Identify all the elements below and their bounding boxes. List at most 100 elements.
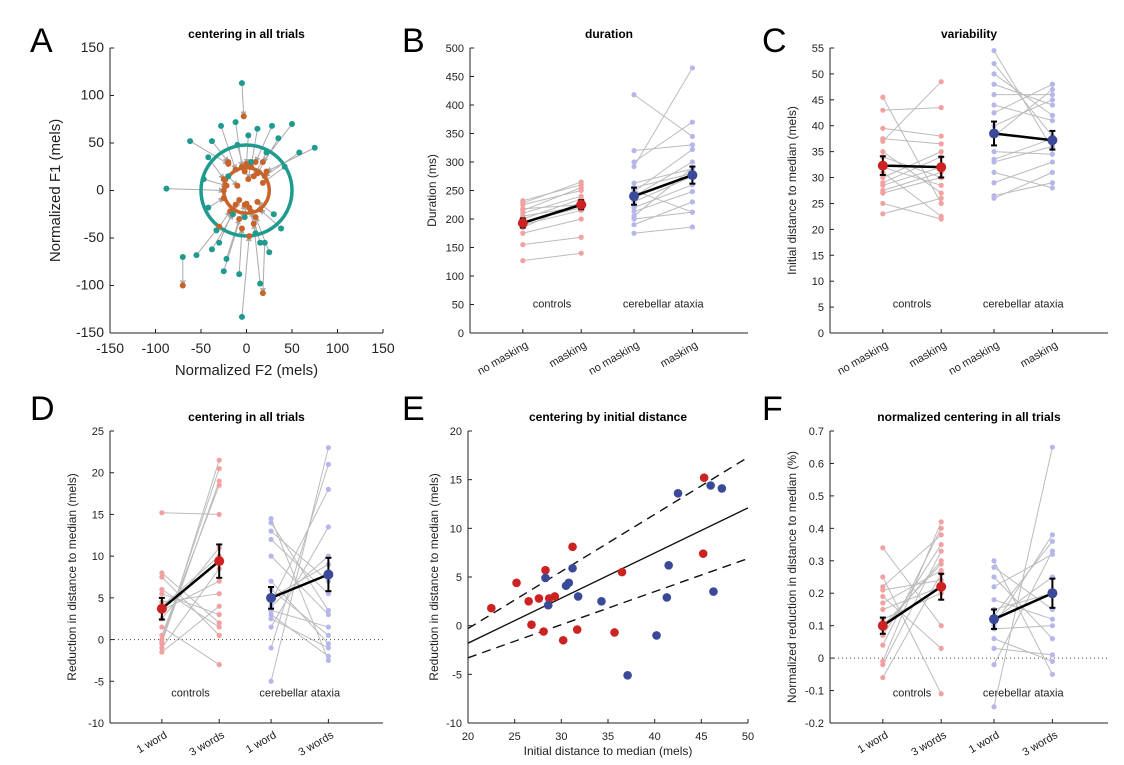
subject-point bbox=[159, 649, 165, 655]
subject-line bbox=[993, 576, 1053, 639]
panel-letter: D bbox=[30, 390, 55, 428]
subject-line bbox=[522, 184, 582, 202]
mean-point bbox=[156, 603, 167, 614]
ataxia-point bbox=[709, 587, 718, 596]
y-tick-label: 45 bbox=[812, 95, 824, 107]
regression-line bbox=[467, 507, 749, 644]
initial-point bbox=[223, 255, 230, 262]
subject-point bbox=[689, 133, 696, 139]
x-tick-label: 150 bbox=[371, 340, 395, 356]
subject-line bbox=[633, 175, 693, 203]
y-tick-label: 400 bbox=[446, 100, 464, 112]
subject-line bbox=[161, 576, 220, 636]
subject-line bbox=[993, 625, 1053, 630]
subject-line bbox=[882, 521, 942, 662]
mean-line bbox=[993, 132, 1053, 142]
controls-point bbox=[572, 625, 582, 634]
mean-point bbox=[687, 170, 698, 181]
initial-point bbox=[225, 173, 232, 180]
y-tick-label: 25 bbox=[812, 198, 824, 210]
subject-line bbox=[993, 182, 1053, 197]
controls-point bbox=[699, 473, 709, 483]
subject-point bbox=[689, 146, 696, 153]
subject-line bbox=[882, 177, 942, 194]
final-point bbox=[248, 163, 255, 170]
y-tick-label: 5 bbox=[98, 593, 104, 605]
subject-line bbox=[161, 547, 220, 620]
subject-line bbox=[993, 104, 1053, 122]
subject-point bbox=[1049, 532, 1055, 538]
subject-point bbox=[991, 193, 997, 199]
y-tick-label: 0 bbox=[98, 635, 104, 647]
initial-point bbox=[232, 119, 239, 126]
initial-point bbox=[238, 80, 245, 87]
subject-point bbox=[631, 230, 637, 236]
subject-point bbox=[938, 623, 944, 629]
subject-point bbox=[938, 645, 944, 651]
mean-line bbox=[633, 173, 693, 198]
subject-line bbox=[993, 566, 1053, 610]
ataxia-point bbox=[541, 573, 550, 583]
y-tick-label: 50 bbox=[88, 134, 104, 150]
initial-point bbox=[238, 313, 245, 320]
subject-line bbox=[270, 518, 329, 661]
subject-point bbox=[938, 195, 944, 201]
initial-point bbox=[261, 239, 268, 246]
subject-point bbox=[268, 611, 274, 618]
final-point bbox=[220, 176, 227, 183]
ataxia-point bbox=[673, 488, 683, 498]
panel-letter: B bbox=[402, 22, 425, 60]
x-tick-label: 50 bbox=[284, 340, 300, 356]
group-label-controls: controls bbox=[893, 688, 932, 700]
subject-point bbox=[880, 94, 886, 100]
y-axis-label: Reduction in distance to median (mels) bbox=[427, 473, 441, 680]
subject-point bbox=[880, 180, 886, 186]
final-point bbox=[243, 160, 250, 167]
x-tick-label: 25 bbox=[509, 731, 521, 743]
mean-point bbox=[989, 128, 1000, 139]
subject-line bbox=[633, 184, 693, 209]
subject-point bbox=[268, 553, 274, 559]
y-tick-label: 10 bbox=[450, 523, 462, 535]
trial-arrow bbox=[254, 125, 273, 163]
subject-line bbox=[161, 580, 220, 611]
subject-point bbox=[325, 486, 331, 492]
y-tick-label: 20 bbox=[450, 426, 462, 438]
subject-point bbox=[991, 564, 997, 570]
subject-point bbox=[689, 159, 696, 165]
ataxia-point bbox=[597, 597, 606, 606]
y-axis-label: Normalized reduction in distance to medi… bbox=[785, 451, 799, 703]
mean-line bbox=[522, 203, 582, 225]
subject-point bbox=[325, 611, 331, 618]
final-point bbox=[223, 182, 230, 189]
initial-point bbox=[268, 122, 275, 129]
subject-point bbox=[880, 658, 886, 664]
subject-point bbox=[938, 525, 944, 531]
subject-point bbox=[578, 182, 584, 188]
subject-line bbox=[633, 201, 693, 226]
controls-point bbox=[487, 603, 496, 613]
subject-point bbox=[631, 205, 637, 211]
subject-point bbox=[268, 536, 274, 543]
x-tick-label: masking bbox=[1018, 339, 1059, 370]
mean-line bbox=[993, 592, 1053, 621]
controls-point bbox=[527, 620, 536, 629]
subject-point bbox=[880, 187, 886, 194]
subject-line bbox=[633, 67, 693, 167]
group-label-controls: controls bbox=[893, 298, 932, 310]
initial-point bbox=[241, 214, 248, 221]
subject-line bbox=[522, 204, 582, 210]
subject-line bbox=[882, 171, 942, 191]
initial-point bbox=[179, 254, 186, 260]
y-tick-label: 250 bbox=[446, 186, 464, 198]
subject-point bbox=[631, 213, 637, 219]
y-axis-label: Normalized F1 (mels) bbox=[47, 119, 64, 262]
subject-point bbox=[880, 545, 886, 551]
final-point bbox=[250, 220, 257, 227]
final-point bbox=[243, 200, 250, 207]
y-tick-label: 0 bbox=[456, 621, 462, 633]
final-point bbox=[179, 282, 186, 289]
